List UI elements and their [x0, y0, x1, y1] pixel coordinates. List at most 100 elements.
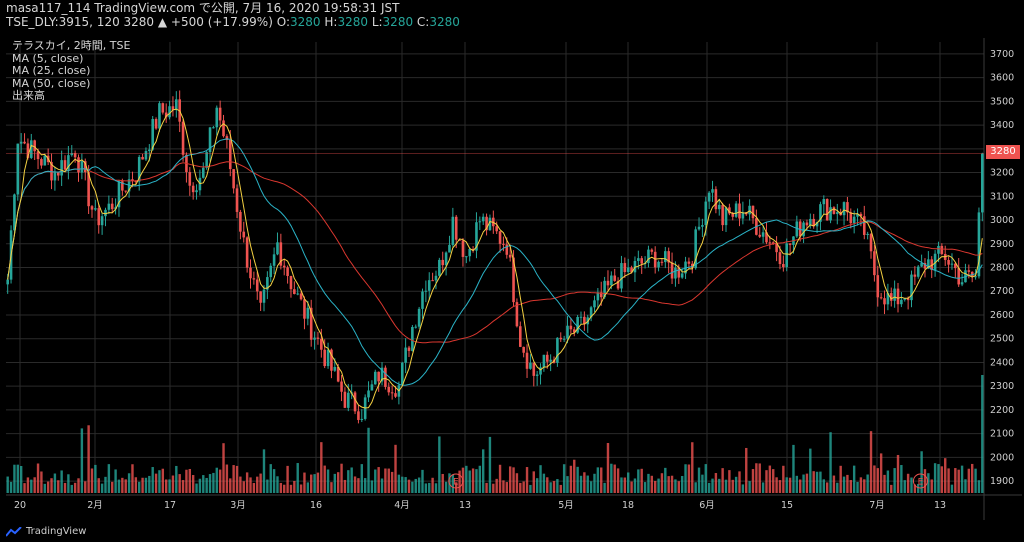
last-price-tag: 3280	[986, 145, 1020, 159]
candle-body	[306, 307, 310, 319]
volume-bar	[606, 443, 610, 493]
volume-bar	[947, 468, 950, 493]
candle-body	[960, 282, 964, 285]
x-tick-label: 13	[459, 500, 471, 511]
volume-bar	[920, 451, 923, 493]
volume-bar	[124, 479, 127, 493]
open-value: 3280	[289, 15, 321, 29]
volume-bar	[151, 467, 154, 493]
legend-volume[interactable]: 出来高	[12, 89, 45, 102]
volume-bar	[697, 467, 701, 493]
volume-bar	[266, 479, 269, 493]
candle-body	[542, 354, 546, 368]
volume-bar	[67, 474, 70, 493]
legend-ma5[interactable]: MA (5, close)	[12, 51, 84, 65]
legend-ma50[interactable]: MA (50, close)	[12, 76, 91, 90]
volume-bar	[417, 477, 421, 493]
candle-body	[758, 234, 762, 237]
candle-body	[920, 263, 923, 267]
volume-bar	[852, 465, 856, 493]
volume-bar	[627, 472, 630, 493]
candle-body	[873, 251, 876, 276]
candle-body	[852, 216, 856, 224]
volume-bar	[259, 473, 262, 493]
volume-bar	[964, 479, 967, 493]
candle-body	[937, 245, 940, 254]
volume-bar	[57, 480, 60, 493]
volume-bar	[832, 475, 836, 493]
volume-bar	[326, 469, 330, 493]
volume-bar	[289, 484, 293, 493]
volume-bar	[478, 465, 482, 493]
volume-bar	[937, 464, 940, 493]
volume-bar	[977, 480, 981, 493]
brand-label: TradingView	[26, 526, 87, 537]
x-tick-label: 20	[14, 500, 26, 511]
volume-bar	[613, 464, 616, 493]
volume-bar	[647, 473, 650, 493]
y-tick-label: 2100	[990, 429, 1014, 440]
volume-bar	[802, 474, 805, 493]
candle-body	[303, 299, 306, 319]
legend-ma25[interactable]: MA (25, close)	[12, 64, 91, 77]
earnings-marker-label: E	[918, 478, 924, 488]
y-tick-label: 3500	[990, 96, 1014, 107]
x-tick-label: 16	[310, 500, 322, 511]
candle-body	[77, 157, 80, 173]
candle-body	[697, 226, 701, 230]
candle-body	[846, 202, 849, 213]
earnings-marker-label: E	[453, 478, 459, 488]
candle-body	[404, 347, 407, 363]
candle-body	[728, 207, 731, 214]
candle-body	[596, 292, 600, 301]
candle-body	[579, 316, 583, 318]
candle-body	[6, 279, 9, 285]
candle-body	[461, 240, 465, 257]
volume-bar	[488, 436, 492, 493]
y-tick-label: 3100	[990, 191, 1014, 202]
volume-bar	[559, 484, 562, 493]
brand[interactable]: TradingView	[6, 526, 86, 537]
volume-bar	[825, 482, 829, 493]
volume-bar	[691, 442, 694, 493]
candle-body	[731, 213, 735, 217]
candle-body	[286, 267, 289, 276]
volume-bar	[542, 473, 546, 493]
volume-bar	[751, 469, 755, 493]
candle-body	[164, 112, 168, 118]
volume-bar	[846, 474, 849, 493]
y-tick-label: 2600	[990, 310, 1014, 321]
volume-bar	[890, 484, 893, 493]
candle-body	[272, 254, 276, 266]
candle-body	[427, 280, 431, 291]
candle-body	[572, 329, 576, 333]
volume-bar	[471, 468, 475, 493]
candle-body	[50, 162, 53, 181]
volume-bar	[653, 480, 657, 493]
candle-body	[53, 172, 57, 181]
volume-bar	[505, 482, 509, 493]
candle-body	[795, 221, 799, 237]
candle-body	[512, 257, 515, 303]
candle-body	[417, 308, 421, 327]
volume-bar	[917, 483, 920, 493]
candle-body	[29, 140, 33, 158]
volume-bar	[522, 481, 525, 493]
candle-body	[856, 213, 859, 217]
candle-body	[431, 280, 434, 282]
volume-bar	[643, 482, 647, 493]
legend-symbol[interactable]: テラスカイ, 2時間, TSE	[12, 39, 131, 52]
candle-body	[947, 259, 950, 265]
volume-bar	[26, 477, 30, 493]
volume-bar	[667, 476, 670, 493]
candle-body	[545, 354, 549, 362]
candle-body	[43, 155, 47, 166]
candle-body	[326, 349, 330, 367]
y-tick-label: 2200	[990, 405, 1014, 416]
volume-bar	[583, 472, 586, 493]
volume-bar	[519, 482, 522, 493]
candle-body	[218, 107, 222, 121]
volume-bar	[792, 444, 795, 493]
volume-bar	[566, 476, 569, 493]
